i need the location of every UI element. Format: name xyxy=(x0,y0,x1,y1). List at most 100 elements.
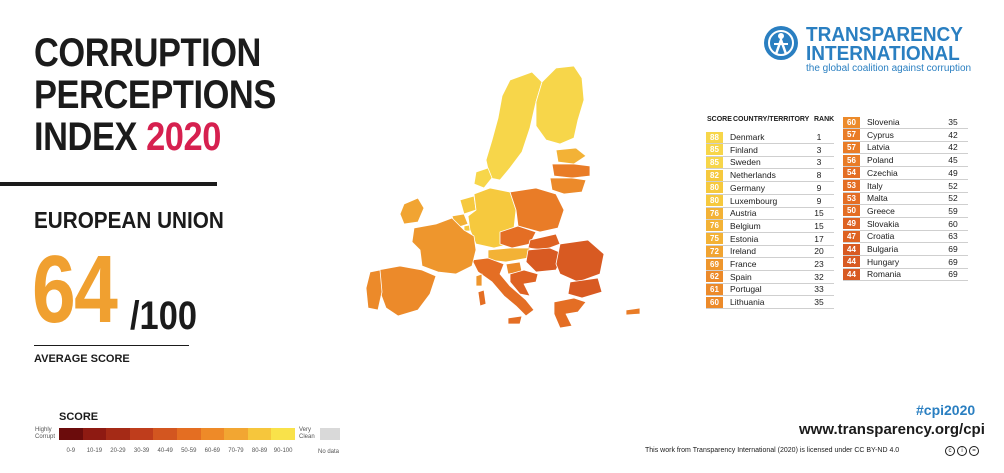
row-rank: 59 xyxy=(948,205,958,216)
row-country: Croatia xyxy=(867,231,895,242)
table-header-score: SCORE xyxy=(707,116,732,123)
table-row: 80 Germany 9 xyxy=(706,182,834,195)
table-row: 54 Czechia 49 xyxy=(843,167,968,180)
row-rank: 69 xyxy=(948,256,958,267)
country-Greece xyxy=(553,297,587,329)
table-row: 57 Latvia 42 xyxy=(843,141,968,155)
country-Sweden xyxy=(485,71,543,181)
row-score-badge: 80 xyxy=(706,182,723,194)
row-score-badge: 53 xyxy=(843,192,860,204)
row-country: Spain xyxy=(730,271,752,282)
legend-swatch-0-9 xyxy=(59,428,83,440)
row-country: Belgium xyxy=(730,220,761,231)
row-score-badge: 61 xyxy=(706,283,723,295)
country-France-corsica xyxy=(475,273,483,287)
legend-no-data-swatch xyxy=(320,428,340,440)
table-row: 76 Austria 15 xyxy=(706,207,834,221)
table-row: 44 Hungary 69 xyxy=(843,256,968,269)
legend-low-label-2: Corrupt xyxy=(35,434,56,440)
row-country: Italy xyxy=(867,180,883,191)
table-row: 47 Croatia 63 xyxy=(843,230,968,244)
row-rank: 20 xyxy=(814,246,824,257)
table-row: 61 Portugal 33 xyxy=(706,283,834,297)
row-rank: 8 xyxy=(816,170,822,181)
table-row: 49 Slovakia 60 xyxy=(843,218,968,231)
table-row: 50 Greece 59 xyxy=(843,205,968,218)
row-country: Sweden xyxy=(730,157,761,168)
table-row: 85 Sweden 3 xyxy=(706,156,834,170)
website-link[interactable]: www.transparency.org/cpi xyxy=(799,421,985,438)
row-rank: 33 xyxy=(814,284,824,295)
legend-range-labels: 0-9 10-19 20-29 30-39 40-49 50-59 60-69 70-79 80… xyxy=(59,448,295,454)
country-Cyprus xyxy=(625,307,641,316)
row-country: Czechia xyxy=(867,167,898,178)
table-row: 53 Italy 52 xyxy=(843,180,968,193)
row-score-badge: 54 xyxy=(843,167,860,179)
row-rank: 32 xyxy=(814,271,824,282)
legend-swatch-80-89 xyxy=(247,428,272,440)
legend-high-label-2: Clean xyxy=(299,434,315,440)
country-Poland xyxy=(509,187,565,233)
row-country: Ireland xyxy=(730,246,756,257)
table-row: 75 Estonia 17 xyxy=(706,233,834,246)
title-line-1: CORRUPTION xyxy=(34,31,261,75)
legend-range-30-39: 30-39 xyxy=(133,448,150,454)
legend-range-80-89: 80-89 xyxy=(251,448,268,454)
row-score-badge: 60 xyxy=(843,116,860,128)
row-country: Lithuania xyxy=(730,297,765,308)
title-divider xyxy=(0,182,217,186)
legend-low-label-1: Highly xyxy=(35,427,52,433)
country-Estonia xyxy=(555,147,587,165)
row-score-badge: 47 xyxy=(843,230,860,242)
by-icon: i xyxy=(957,446,967,456)
row-score-badge: 57 xyxy=(843,129,860,141)
row-score-badge: 75 xyxy=(706,233,723,245)
row-country: Netherlands xyxy=(730,170,776,181)
row-country: Malta xyxy=(867,193,888,204)
country-Italy xyxy=(471,257,535,317)
row-score-badge: 76 xyxy=(706,220,723,232)
table-row: 44 Bulgaria 69 xyxy=(843,243,968,256)
row-rank: 15 xyxy=(814,208,824,219)
row-rank: 35 xyxy=(948,117,958,127)
legend-swatch-50-59 xyxy=(176,428,201,440)
row-score-badge: 50 xyxy=(843,205,860,217)
row-country: Latvia xyxy=(867,142,890,153)
row-rank: 52 xyxy=(948,180,958,191)
average-score-max: /100 xyxy=(130,294,197,338)
legend-swatch-70-79 xyxy=(224,428,248,440)
row-rank: 60 xyxy=(948,218,958,229)
hashtag[interactable]: #cpi2020 xyxy=(916,402,976,418)
country-Latvia xyxy=(551,163,591,179)
table-header-country: COUNTRY/TERRITORY xyxy=(733,116,810,123)
table-row: 62 Spain 32 xyxy=(706,271,834,284)
row-rank: 63 xyxy=(948,231,958,242)
legend-swatch-40-49 xyxy=(153,428,177,440)
row-country: Romania xyxy=(867,269,902,280)
row-country: Estonia xyxy=(730,233,759,244)
row-score-badge: 56 xyxy=(843,154,860,166)
row-score-badge: 85 xyxy=(706,156,723,168)
row-score-badge: 44 xyxy=(843,243,860,255)
country-Finland xyxy=(535,65,585,145)
country-Italy-sardinia xyxy=(477,289,487,307)
country-Ireland xyxy=(399,197,425,225)
row-rank: 42 xyxy=(948,129,958,140)
row-rank: 45 xyxy=(948,155,958,166)
row-country: Slovakia xyxy=(867,218,900,229)
row-country: Denmark xyxy=(730,132,765,142)
country-Bulgaria xyxy=(567,277,603,299)
row-country: Cyprus xyxy=(867,129,894,140)
legend-range-90-100: 90-100 xyxy=(273,448,293,454)
row-rank: 15 xyxy=(814,220,824,231)
title-line-2: PERCEPTIONS xyxy=(34,73,276,117)
row-score-badge: 76 xyxy=(706,207,723,219)
table-header-rank: RANK xyxy=(814,116,835,123)
legend-range-0-9: 0-9 xyxy=(66,448,76,454)
row-country: Bulgaria xyxy=(867,244,899,254)
table-row: 60 Lithuania 35 xyxy=(706,296,834,310)
row-score-badge: 62 xyxy=(706,271,723,283)
row-country: Germany xyxy=(730,182,765,193)
table-row: 72 Ireland 20 xyxy=(706,245,834,259)
row-country: Luxembourg xyxy=(730,195,778,206)
